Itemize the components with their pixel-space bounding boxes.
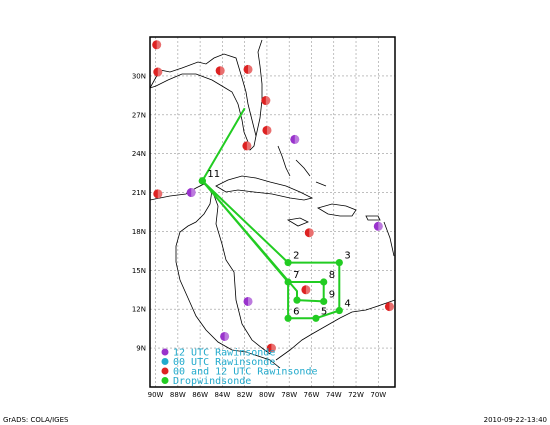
waypoint-label: 8	[329, 270, 335, 281]
rawinsonde-station	[304, 228, 314, 238]
waypoint-label: 4	[344, 299, 350, 310]
rawinsonde-station	[215, 66, 225, 76]
rawinsonde-station	[301, 285, 311, 295]
rawinsonde-station	[290, 134, 300, 144]
dropwindsonde-point	[284, 278, 292, 286]
legend-label: 12 UTC Rawinsonde	[173, 348, 275, 359]
lat-tick-label: 24N	[132, 150, 146, 158]
rawinsonde-station	[153, 67, 163, 77]
axis-tick-labels: 90W 88W 86W 84W 82W 80W 78W 76W 74W 72W 70W 9N 12N 15…	[132, 72, 386, 399]
dropwindsonde-point	[335, 258, 343, 267]
rawinsonde-station	[384, 302, 394, 312]
rawinsonde-station	[373, 221, 383, 231]
lat-tick-label: 30N	[132, 72, 146, 80]
lon-tick-label: 86W	[192, 391, 208, 399]
legend-marker	[161, 358, 169, 365]
footer-credit: GrADS: COLA/IGES	[3, 416, 69, 424]
rawinsonde-station	[266, 343, 276, 353]
rawinsonde-station	[242, 141, 252, 151]
rawinsonde-station	[153, 189, 163, 199]
waypoint-labels: 11 2 3 7 8 94 5 6	[207, 169, 350, 317]
lon-tick-label: 74W	[326, 391, 342, 399]
rawinsonde-station	[243, 296, 253, 306]
dropwindsonde-point	[320, 278, 328, 286]
legend-marker	[161, 367, 169, 375]
dropwindsonde-points	[198, 177, 343, 322]
lon-tick-label: 76W	[304, 391, 320, 399]
rawinsonde-station	[243, 64, 253, 74]
rawinsonde-station	[152, 40, 162, 50]
lon-tick-label: 82W	[237, 391, 253, 399]
waypoint-label: 9	[329, 289, 335, 300]
dropwindsonde-point	[284, 314, 292, 322]
lat-tick-label: 15N	[132, 267, 146, 275]
map-background	[150, 37, 395, 387]
legend-label: 00 UTC Rawinsonde	[173, 357, 275, 368]
lon-tick-label: 84W	[214, 391, 230, 399]
legend-label: 00 and 12 UTC Rawinsonde	[173, 367, 318, 378]
legend-marker	[161, 377, 169, 384]
lon-tick-label: 72W	[348, 391, 364, 399]
lon-tick-label: 70W	[370, 391, 386, 399]
rawinsonde-station	[261, 96, 271, 106]
flight-track	[201, 107, 341, 320]
rawinsonde-station	[186, 188, 196, 198]
waypoint-label: 2	[293, 251, 299, 262]
flight-track-line	[201, 107, 341, 320]
lat-lon-grid	[150, 37, 395, 387]
dropwindsonde-point	[293, 296, 301, 304]
legend-label: Dropwindsonde	[173, 376, 251, 387]
lat-tick-label: 21N	[132, 189, 146, 197]
dropwindsonde-point	[335, 306, 343, 315]
map-frame	[149, 36, 396, 388]
waypoint-label: 3	[344, 251, 350, 262]
lon-tick-label: 88W	[170, 391, 186, 399]
legend-marker	[161, 348, 169, 356]
dropwindsonde-point	[284, 258, 292, 267]
waypoint-label: 6	[293, 306, 299, 317]
lat-tick-label: 9N	[136, 345, 146, 353]
coastlines	[150, 39, 395, 369]
dropwindsonde-point	[198, 177, 206, 185]
lon-tick-label: 78W	[281, 391, 297, 399]
lat-tick-label: 27N	[132, 111, 146, 119]
waypoint-label: 11	[207, 169, 220, 180]
lon-tick-label: 80W	[259, 391, 275, 399]
dropwindsonde-point	[312, 314, 320, 322]
rawinsonde-station	[262, 125, 272, 135]
footer-timestamp: 2010-09-22-13:40	[483, 416, 547, 424]
rawinsonde-station	[220, 331, 230, 341]
waypoint-label: 7	[293, 270, 299, 281]
waypoint-label: 5	[321, 306, 327, 317]
dropwindsonde-point	[320, 297, 328, 306]
lon-tick-label: 90W	[148, 391, 164, 399]
lat-tick-label: 12N	[132, 306, 146, 314]
lat-tick-label: 18N	[132, 228, 146, 236]
rawinsonde-stations	[152, 40, 394, 353]
